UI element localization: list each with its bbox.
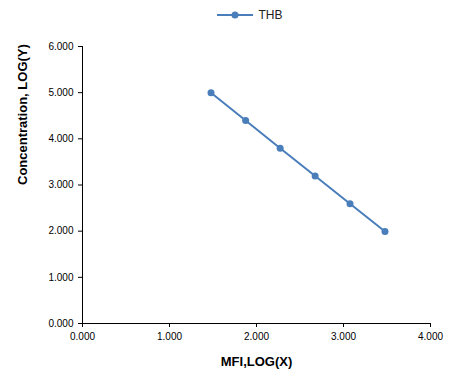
- svg-text:3.000: 3.000: [331, 331, 356, 342]
- svg-text:6.000: 6.000: [48, 41, 73, 52]
- svg-text:0.000: 0.000: [48, 318, 73, 329]
- html-text:THB: THB: [258, 8, 283, 22]
- svg-text:0.000: 0.000: [70, 331, 95, 342]
- svg-text:4.000: 4.000: [418, 331, 443, 342]
- svg-text:MFI,LOG(X): MFI,LOG(X): [221, 354, 293, 369]
- svg-text:4.000: 4.000: [48, 133, 73, 144]
- svg-text:Concentration, LOG(Y): Concentration, LOG(Y): [15, 44, 30, 185]
- svg-text:2.000: 2.000: [48, 225, 73, 236]
- svg-text:2.000: 2.000: [244, 331, 269, 342]
- svg-text:1.000: 1.000: [157, 331, 182, 342]
- svg-text:3.000: 3.000: [48, 179, 73, 190]
- svg-text:5.000: 5.000: [48, 87, 73, 98]
- svg-text:1.000: 1.000: [48, 272, 73, 283]
